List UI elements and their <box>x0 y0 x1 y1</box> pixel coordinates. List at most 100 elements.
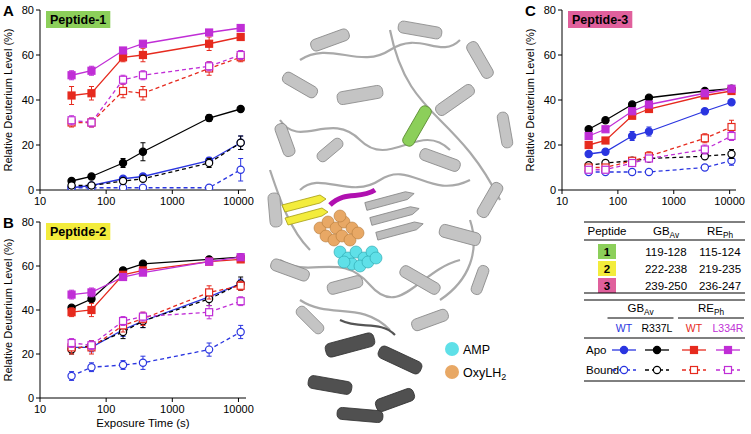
panel-letter: B <box>3 214 14 231</box>
y-tick-label: 20 <box>22 139 34 151</box>
badge-bg <box>568 11 632 28</box>
series-line <box>72 28 241 75</box>
y-tick-label: 20 <box>22 348 34 360</box>
marker <box>119 361 126 368</box>
error-bar <box>89 288 94 297</box>
y-tick <box>36 55 40 56</box>
series-line <box>72 332 241 376</box>
error-cap <box>140 100 145 101</box>
error-bar <box>69 308 74 317</box>
marker <box>645 168 652 175</box>
x-tick <box>238 398 239 402</box>
marker <box>728 99 735 106</box>
error-bar <box>89 341 94 350</box>
marker <box>139 359 146 366</box>
marker <box>120 47 127 54</box>
badge-bg <box>46 11 110 28</box>
marker <box>139 313 146 320</box>
marker <box>206 29 213 36</box>
legend-group: REPh <box>698 302 724 317</box>
x-tick-label: 10000 <box>223 195 254 207</box>
panel-1: 02040608010100100010000Relative Deuteriu… <box>2 214 254 429</box>
error-bar <box>140 48 145 62</box>
legend-column: WT <box>616 322 633 334</box>
legend-group-main: GB <box>627 302 644 314</box>
legend-rule <box>584 381 745 382</box>
marker <box>88 119 95 126</box>
marker <box>728 85 735 92</box>
c-domain <box>376 344 423 375</box>
error-cap <box>207 285 212 286</box>
marker <box>728 124 735 131</box>
error-cap <box>89 354 94 355</box>
error-cap <box>702 142 707 143</box>
marker <box>88 342 95 349</box>
marker <box>206 258 213 265</box>
helix <box>470 264 491 296</box>
marker <box>237 139 244 146</box>
marker <box>88 182 95 189</box>
error-cap <box>121 75 126 76</box>
marker <box>237 166 244 173</box>
error-cap <box>69 70 74 71</box>
linker <box>340 320 395 335</box>
marker <box>701 135 708 142</box>
amp-atom <box>370 252 382 264</box>
x-tick <box>106 190 107 194</box>
panel-letter: C <box>525 2 536 19</box>
marker <box>139 72 146 79</box>
y-tick <box>36 310 40 311</box>
y-axis-title: Relative Deuterium Level (%) <box>524 28 536 171</box>
error-cap <box>140 70 145 71</box>
y-tick <box>36 190 40 191</box>
marker <box>602 117 609 124</box>
marker <box>585 150 592 157</box>
table-rule <box>584 293 745 294</box>
table-cell: 119-128 <box>645 246 686 258</box>
table-rule <box>584 240 745 241</box>
helix <box>418 147 462 173</box>
error-bar <box>89 118 94 127</box>
error-bar <box>140 87 145 101</box>
helix <box>475 181 504 220</box>
x-axis <box>562 190 736 191</box>
marker <box>120 76 127 83</box>
error-cap <box>69 115 74 116</box>
y-tick <box>36 398 40 399</box>
table-header: GBAv <box>653 225 680 240</box>
error-cap <box>238 338 243 339</box>
y-tick <box>36 222 40 223</box>
peptide-badge <box>598 244 616 259</box>
peptide-2-segment <box>282 195 328 225</box>
marker <box>68 372 75 379</box>
error-cap <box>69 127 74 128</box>
legend-rule <box>584 338 745 339</box>
x-tick <box>172 190 173 194</box>
marker <box>206 258 213 265</box>
y-tick <box>558 10 562 11</box>
marker <box>68 117 75 124</box>
x-tick <box>238 190 239 194</box>
marker <box>585 133 592 140</box>
error-bar <box>89 341 94 354</box>
series-line <box>589 102 732 154</box>
marker <box>237 254 244 261</box>
marker <box>139 40 146 47</box>
table-cell: 222-238 <box>645 263 687 275</box>
marker <box>68 92 75 99</box>
error-cap <box>140 327 145 328</box>
table-cell: 3 <box>604 280 610 292</box>
marker <box>68 309 75 316</box>
y-tick <box>36 354 40 355</box>
error-cap <box>238 136 243 137</box>
marker <box>602 137 609 144</box>
ligand-swatch <box>445 365 459 379</box>
error-cap <box>207 318 212 319</box>
marker <box>206 159 213 166</box>
error-bar <box>89 66 94 75</box>
chart-title: Peptide-1 <box>50 13 106 27</box>
error-bar <box>121 84 126 98</box>
title-badge: Peptide-3 <box>568 11 632 28</box>
table-cell: 236-247 <box>699 280 741 292</box>
x-tick-label: 10 <box>34 195 46 207</box>
